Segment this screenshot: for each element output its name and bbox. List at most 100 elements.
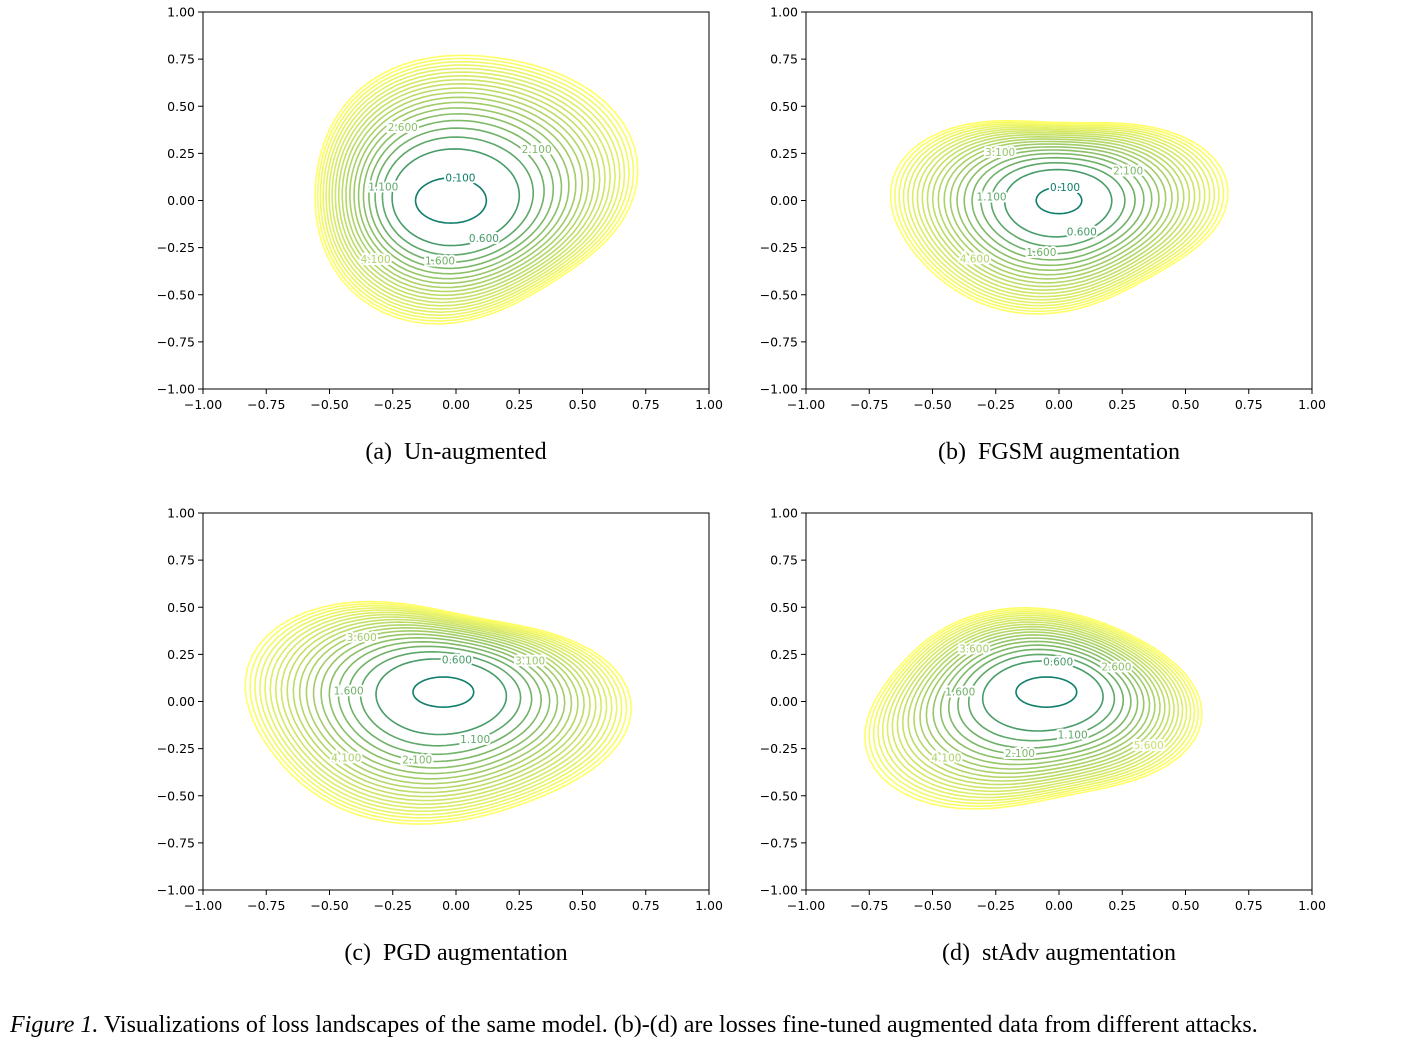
subcaption-text: FGSM augmentation	[978, 439, 1180, 465]
subcaption-text: Un-augmented	[404, 439, 547, 465]
contour-label: 3.100	[985, 147, 1015, 159]
x-tick-label: −0.75	[247, 898, 285, 913]
contour-label: 3.100	[515, 655, 545, 667]
x-tick-label: 1.00	[695, 898, 723, 913]
y-tick-label: 0.50	[167, 600, 195, 615]
contour-line	[907, 126, 1211, 304]
contour-line	[981, 660, 1104, 732]
contour-line	[412, 676, 475, 709]
y-tick-label: −0.25	[760, 240, 798, 255]
contour-line	[337, 82, 601, 300]
x-tick-label: 0.25	[505, 898, 533, 913]
contour-label: 0.600	[469, 233, 499, 245]
x-tick-label: 0.00	[442, 898, 470, 913]
y-tick-label: 0.50	[167, 99, 195, 114]
contour-line	[320, 633, 559, 775]
contour-line	[907, 625, 1166, 782]
contour-line	[931, 135, 1185, 288]
contour-line	[872, 610, 1196, 805]
contour-line	[882, 614, 1188, 799]
contour-line	[943, 140, 1173, 280]
contour-line	[877, 612, 1192, 802]
subcaption-text: PGD augmentation	[383, 940, 568, 966]
y-tick-label: −0.50	[760, 788, 798, 803]
y-tick-label: −0.50	[157, 788, 195, 803]
x-tick-label: −0.25	[374, 397, 412, 412]
contour-line	[345, 91, 590, 293]
x-tick-label: 1.00	[1298, 397, 1326, 412]
x-tick-label: 0.00	[442, 397, 470, 412]
contour-line	[990, 162, 1126, 248]
x-tick-label: 0.00	[1045, 397, 1073, 412]
contour-line	[937, 138, 1179, 284]
y-tick-label: 0.00	[167, 193, 195, 208]
contour-line	[957, 648, 1125, 749]
y-tick-label: 1.00	[770, 5, 798, 20]
contour-line	[901, 623, 1171, 786]
contour-line	[375, 658, 508, 736]
y-tick-label: 0.25	[770, 647, 798, 662]
x-tick-label: −0.25	[977, 397, 1015, 412]
contour-label: 1.600	[425, 256, 455, 268]
contour-label: 2.100	[1113, 166, 1143, 178]
x-tick-label: 0.75	[632, 898, 660, 913]
y-tick-label: 0.50	[770, 99, 798, 114]
y-tick-label: 0.00	[770, 694, 798, 709]
y-tick-label: 1.00	[167, 506, 195, 521]
contour-label: 1.100	[368, 181, 398, 193]
y-tick-label: −1.00	[157, 883, 195, 898]
contour-line	[312, 630, 566, 780]
contour-label: 0.100	[1050, 182, 1080, 194]
y-tick-label: 0.25	[167, 146, 195, 161]
contour-line	[886, 616, 1184, 796]
x-tick-label: −0.50	[310, 397, 348, 412]
x-tick-label: −0.75	[850, 397, 888, 412]
contour-line	[889, 119, 1229, 315]
contour-line	[894, 121, 1225, 313]
y-tick-label: −0.50	[157, 287, 195, 302]
contour-line	[334, 78, 606, 304]
axes-frame	[202, 512, 710, 891]
subcaption-text: stAdv augmentation	[982, 940, 1176, 966]
contour-line	[971, 152, 1145, 261]
contour-label: 0.100	[445, 173, 475, 185]
contour-line	[925, 634, 1151, 770]
x-tick-label: −0.75	[247, 397, 285, 412]
contour-label: 3.600	[959, 643, 989, 655]
contour-line	[286, 618, 591, 798]
contour-line	[956, 146, 1160, 272]
contour-line	[249, 602, 628, 822]
y-tick-label: 0.75	[770, 553, 798, 568]
contour-label: 4.100	[361, 254, 391, 266]
x-tick-label: 0.00	[1045, 898, 1073, 913]
contour-label: 4.600	[960, 254, 990, 266]
caption-text: Visualizations of loss landscapes of the…	[104, 1012, 1258, 1038]
subcaption-tag: (b)	[938, 439, 966, 465]
x-tick-label: −0.25	[977, 898, 1015, 913]
contour-line	[939, 640, 1139, 761]
contour-line	[913, 628, 1161, 779]
y-tick-label: −1.00	[760, 883, 798, 898]
y-tick-label: −0.25	[157, 240, 195, 255]
y-tick-label: 0.00	[770, 193, 798, 208]
y-tick-label: −0.75	[760, 835, 798, 850]
contour-line	[269, 611, 608, 809]
contour-label: 1.600	[945, 687, 975, 699]
contour-line	[391, 148, 521, 247]
y-tick-label: 0.75	[167, 52, 195, 67]
contour-line	[328, 71, 616, 310]
contour-line	[911, 128, 1206, 301]
contour-panel: 0.600 1.100 1.600 2.100 3.100 3.600 4.100	[244, 600, 633, 825]
contour-line	[374, 127, 545, 264]
y-tick-label: −0.25	[157, 741, 195, 756]
contour-line	[357, 107, 570, 280]
contour-panel: 0.600 1.100 1.600 2.100 2.600 3.600 4.100 5.600	[864, 606, 1203, 810]
y-tick-label: 1.00	[167, 5, 195, 20]
x-tick-label: −0.50	[913, 397, 951, 412]
contour-line	[264, 609, 613, 813]
contour-line	[963, 149, 1153, 267]
axes-frame	[805, 11, 1313, 390]
x-tick-label: 0.25	[505, 397, 533, 412]
x-tick-label: 0.50	[1172, 898, 1200, 913]
